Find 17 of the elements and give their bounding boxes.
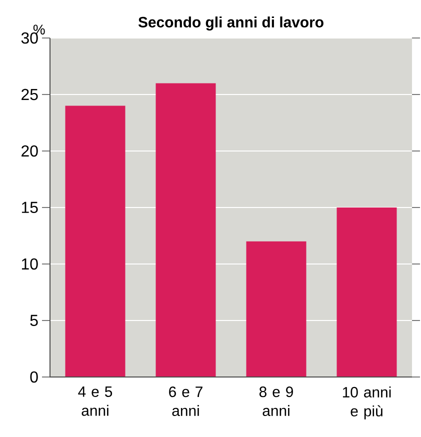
y-tick-label: 0	[30, 371, 38, 383]
y-tick-label: 25	[22, 88, 38, 100]
bar	[336, 208, 397, 377]
x-tick-label: 10 anni e più	[342, 386, 391, 420]
y-tick-label: 10	[22, 258, 38, 270]
bar	[246, 241, 306, 377]
x-tick-label: 4 e 5 anni	[78, 386, 112, 416]
y-axis-title: %	[33, 24, 45, 34]
y-tick-label: 30	[21, 32, 38, 44]
chart-title: Secondo gli anni di lavoro	[138, 16, 324, 31]
y-tick-label: 20	[22, 145, 38, 157]
bar	[156, 83, 216, 377]
x-tick-label: 6 e 7 anni	[169, 386, 202, 416]
x-tick-label: 8 e 9 anni	[259, 386, 293, 416]
y-tick-label: 5	[30, 314, 38, 326]
bar	[65, 106, 126, 377]
y-tick-label: 15	[22, 202, 38, 214]
